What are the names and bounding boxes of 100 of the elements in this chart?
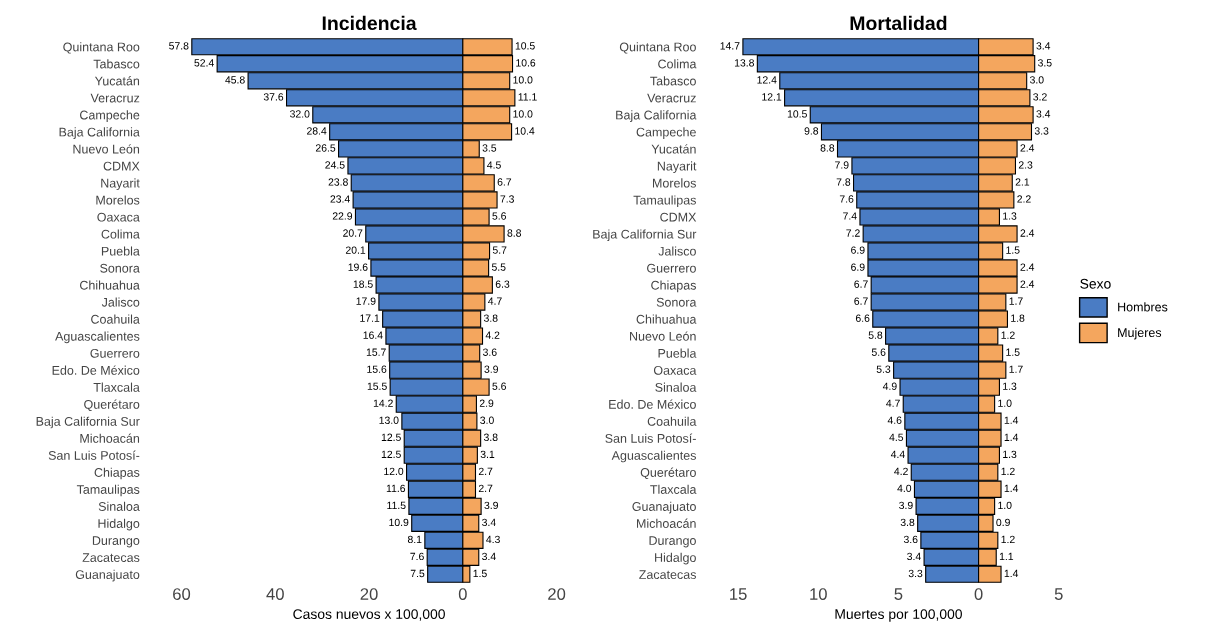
- data-label: 32.0: [290, 110, 310, 118]
- y-tick-label: Durango: [92, 536, 140, 548]
- data-label: 2.4: [1020, 144, 1035, 152]
- data-label: 3.3: [1034, 127, 1049, 135]
- data-label: 4.0: [897, 484, 912, 493]
- data-label: 5.6: [492, 382, 506, 390]
- data-label: 2.7: [478, 484, 493, 492]
- data-label: 3.0: [480, 416, 494, 424]
- y-tick-label: Baja California: [616, 110, 697, 122]
- data-label: 10.0: [513, 110, 533, 118]
- data-label: 15.7: [366, 348, 386, 356]
- x-tick-label: 40: [266, 588, 284, 600]
- data-label: 3.8: [900, 518, 915, 527]
- y-tick-label: Veracruz: [647, 93, 696, 103]
- y-tick-label: Colima: [658, 59, 697, 69]
- data-label: 1.5: [473, 569, 487, 578]
- data-label: 2.3: [1018, 161, 1033, 169]
- data-label: 4.7: [488, 297, 502, 305]
- y-tick-label: Tamaulipas: [633, 195, 696, 208]
- y-tick-label: Chihuahua: [636, 314, 697, 324]
- data-label: 5.3: [876, 365, 891, 373]
- data-label: 5.5: [491, 263, 506, 271]
- data-label: 8.8: [507, 229, 522, 237]
- data-label: 37.6: [263, 93, 284, 101]
- y-tick-label: Zacatecas: [639, 570, 696, 579]
- data-label: 7.9: [835, 161, 849, 169]
- data-label: 13.8: [734, 59, 754, 67]
- data-label: 17.1: [360, 314, 380, 322]
- y-tick-label: Michoacán: [80, 433, 140, 443]
- y-tick-label: Edo. De México: [52, 365, 140, 375]
- y-tick-label: Tamaulipas: [76, 484, 140, 497]
- data-label: 52.4: [194, 59, 214, 67]
- data-label: 6.9: [851, 263, 865, 271]
- data-label: 1.3: [1003, 450, 1017, 458]
- data-label: 5.6: [492, 212, 506, 220]
- y-tick-label: CDMX: [103, 161, 140, 171]
- y-tick-label: Guanajuato: [75, 569, 140, 582]
- data-label: 3.5: [1037, 59, 1052, 67]
- data-label: 7.6: [410, 552, 424, 561]
- data-label: 3.6: [483, 348, 497, 356]
- x-tick-label: 15: [730, 588, 747, 600]
- data-label: 17.9: [356, 297, 376, 305]
- data-label: 16.4: [363, 331, 383, 339]
- data-label: 11.1: [518, 93, 537, 101]
- y-tick-label: Tlaxcala: [650, 484, 697, 494]
- x-tick-label: 5: [894, 588, 903, 600]
- x-tick-label: 20: [548, 588, 566, 600]
- data-label: 13.0: [379, 416, 399, 424]
- data-label: 1.7: [1009, 297, 1023, 305]
- y-tick-label: Guerrero: [647, 263, 696, 273]
- data-label: 3.5: [482, 144, 497, 152]
- y-tick-label: Sonora: [656, 297, 697, 307]
- x-axis-title: Casos nuevos x 100,000: [293, 609, 445, 621]
- data-label: 12.1: [762, 93, 782, 101]
- data-label: 3.9: [899, 501, 913, 510]
- data-label: 3.4: [1036, 110, 1051, 118]
- data-label: 1.5: [1006, 246, 1020, 254]
- data-label: 4.6: [887, 416, 902, 424]
- data-label: 6.9: [851, 246, 865, 254]
- data-label: 10.5: [787, 110, 807, 118]
- y-tick-label: Michoacán: [637, 518, 696, 528]
- data-label: 7.6: [839, 195, 854, 203]
- x-tick-label: 5: [1054, 588, 1063, 600]
- data-label: 23.8: [328, 178, 348, 186]
- data-label: 7.4: [843, 212, 857, 220]
- y-tick-label: Baja California: [59, 127, 140, 139]
- data-label: 4.9: [882, 382, 897, 390]
- data-label: 1.0: [998, 399, 1012, 407]
- data-label: 23.4: [330, 195, 350, 203]
- y-tick-label: Durango: [649, 536, 696, 548]
- data-label: 24.5: [325, 161, 345, 169]
- data-label: 7.2: [846, 229, 860, 237]
- data-label: 4.2: [485, 331, 500, 339]
- data-label: 1.8: [1011, 314, 1025, 322]
- data-label: 4.7: [886, 399, 900, 407]
- data-label: 10.9: [389, 518, 409, 527]
- data-label: 11.5: [387, 501, 406, 510]
- x-tick-label: 0: [458, 588, 467, 600]
- y-tick-label: Hidalgo: [655, 552, 696, 565]
- y-tick-label: Morelos: [653, 178, 696, 188]
- y-tick-label: Yucatán: [94, 76, 140, 86]
- data-label: 3.8: [483, 314, 498, 322]
- data-label: 3.4: [907, 552, 921, 561]
- y-tick-label: Jalisco: [658, 246, 696, 256]
- data-label: 2.1: [1015, 178, 1030, 186]
- y-tick-label: Campeche: [636, 127, 696, 139]
- data-label: 20.1: [345, 246, 366, 254]
- y-tick-label: Baja California Sur: [36, 416, 140, 429]
- data-label: 1.0: [998, 501, 1012, 510]
- data-label: 12.5: [381, 433, 401, 441]
- data-label: 5.7: [492, 246, 507, 254]
- y-tick-label: Aguascalientes: [611, 450, 696, 463]
- y-tick-label: Chihuahua: [80, 280, 140, 290]
- y-tick-label: Coahuila: [647, 416, 697, 426]
- y-tick-label: Colima: [101, 229, 140, 239]
- data-label: 3.2: [1033, 93, 1047, 101]
- data-label: 4.5: [889, 433, 904, 441]
- y-tick-label: Guerrero: [90, 348, 140, 358]
- data-label: 7.5: [410, 569, 425, 578]
- data-label: 5.8: [868, 331, 883, 339]
